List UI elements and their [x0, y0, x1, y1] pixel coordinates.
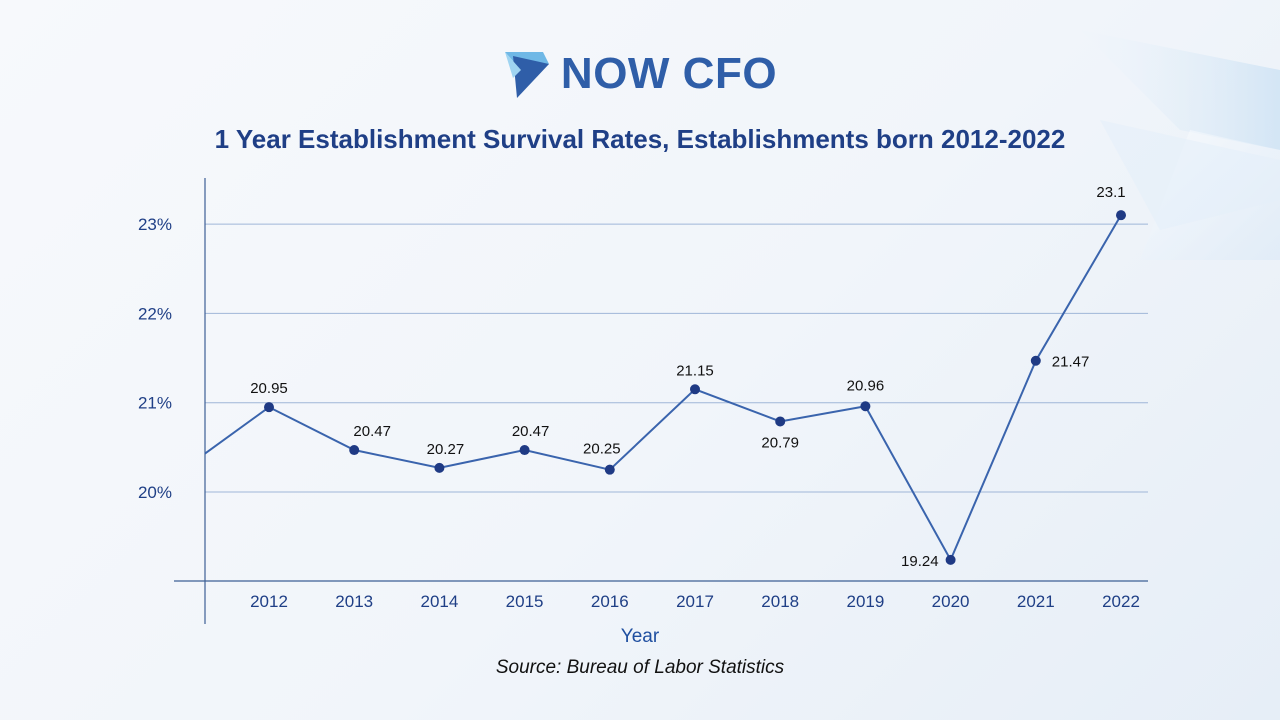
- x-tick-label: 2020: [932, 592, 970, 611]
- y-tick-label: 21%: [138, 394, 172, 413]
- data-point: [1030, 355, 1041, 366]
- data-label: 20.27: [427, 441, 465, 458]
- data-point: [1116, 210, 1126, 221]
- brand-logo: NOW CFO: [0, 48, 1280, 100]
- data-point: [519, 445, 530, 456]
- x-tick-label: 2018: [761, 592, 799, 611]
- data-label: 20.47: [512, 423, 550, 440]
- logo-text: NOW CFO: [560, 49, 778, 98]
- data-label: 21.15: [676, 362, 714, 379]
- x-tick-label: 2013: [335, 592, 373, 611]
- data-label: 21.47: [1052, 354, 1090, 371]
- chart-title: 1 Year Establishment Survival Rates, Est…: [214, 124, 1066, 154]
- x-tick-label: 2015: [506, 592, 544, 611]
- data-point: [349, 445, 360, 456]
- data-point: [264, 402, 274, 413]
- x-tick-label: 2021: [1017, 592, 1055, 611]
- data-point: [604, 464, 615, 475]
- data-label: 20.96: [847, 377, 885, 394]
- data-label: 20.47: [353, 423, 391, 440]
- y-tick-label: 20%: [138, 483, 172, 502]
- y-tick-label: 22%: [138, 304, 172, 323]
- series-line: [204, 214, 1122, 563]
- data-label: 20.95: [250, 380, 288, 397]
- x-axis-label: Year: [621, 626, 660, 647]
- now-cfo-logo-icon: [504, 52, 549, 98]
- x-tick-label: 2012: [250, 592, 288, 611]
- x-tick-label: 2022: [1102, 592, 1140, 611]
- source-note: Source: Bureau of Labor Statistics: [495, 657, 785, 678]
- y-tick-label: 23%: [138, 215, 172, 234]
- data-series: [204, 214, 1122, 563]
- data-point: [860, 401, 871, 412]
- data-label: 19.24: [901, 553, 939, 570]
- y-axis-ticks: 20% 21% 22% 23%: [138, 215, 172, 502]
- data-label: 20.79: [761, 434, 799, 451]
- x-tick-label: 2019: [846, 592, 884, 611]
- data-point: [945, 554, 956, 565]
- x-tick-label: 2017: [676, 592, 714, 611]
- data-label: 20.25: [583, 441, 621, 458]
- data-label: 23.1: [1096, 184, 1125, 201]
- x-tick-label: 2014: [420, 592, 458, 611]
- data-points: [264, 210, 1126, 565]
- data-point: [434, 462, 445, 473]
- data-labels: 20.95 20.47 20.27 20.47 20.25 21.15 20.79 20.96…: [250, 184, 1125, 570]
- gridlines: [205, 223, 1148, 493]
- data-point: [775, 416, 786, 427]
- x-axis-ticks: 2012 2013 2014 2015 2016 2017 2018 2019 2020 2021…: [250, 592, 1140, 611]
- axes: [174, 178, 1148, 624]
- data-point: [690, 384, 700, 395]
- x-tick-label: 2016: [591, 592, 629, 611]
